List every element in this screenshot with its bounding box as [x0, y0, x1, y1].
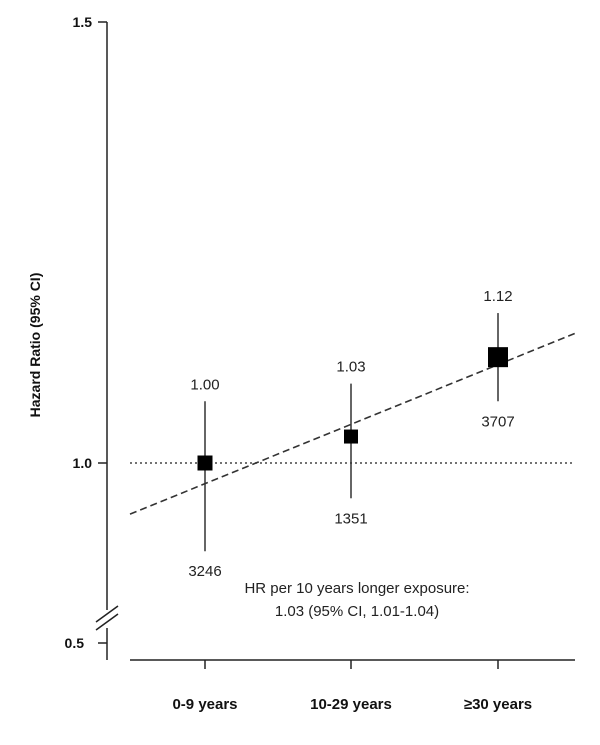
axis-break-mark-1: [95, 605, 119, 623]
hr-point-marker: [197, 455, 213, 471]
hr-value-label: 1.03: [336, 359, 365, 376]
sample-size-label: 1351: [334, 510, 367, 527]
x-tick-label: ≥30 years: [464, 696, 532, 713]
hr-value-label: 1.00: [190, 376, 219, 393]
hr-point-marker: [344, 429, 358, 444]
x-tick-label: 0-9 years: [172, 696, 237, 713]
x-ticks: 0-9 years 10-29 years ≥30 years: [172, 660, 532, 713]
y-tick-label-1-0: 1.0: [73, 455, 93, 471]
sample-size-label: 3707: [481, 413, 514, 430]
x-tick-label: 10-29 years: [310, 696, 392, 713]
hr-value-label: 1.12: [483, 288, 512, 305]
axis-break-mark-2: [95, 613, 119, 631]
y-axis-title: Hazard Ratio (95% CI): [27, 273, 43, 418]
y-tick-label-1-5: 1.5: [73, 14, 93, 30]
y-tick-label-0-5: 0.5: [65, 635, 85, 651]
annotation-line-1: HR per 10 years longer exposure:: [244, 580, 469, 597]
data-marks: 1.00 3246 1.03 1351 1.12 3707: [188, 288, 514, 580]
annotation-line-2: 1.03 (95% CI, 1.01-1.04): [275, 603, 439, 620]
sample-size-label: 3246: [188, 563, 221, 580]
hr-point-marker: [488, 347, 508, 368]
